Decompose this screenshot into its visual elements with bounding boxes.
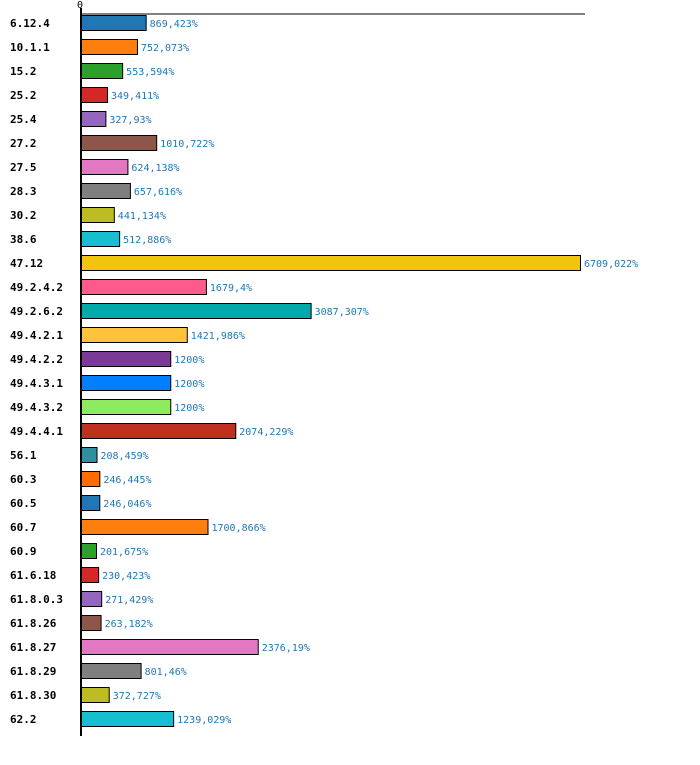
value-label: 208,459% <box>101 451 149 462</box>
category-label: 27.5 <box>10 161 37 174</box>
value-label: 657,616% <box>134 187 182 198</box>
bar <box>81 687 110 703</box>
value-label: 1421,986% <box>191 331 245 342</box>
bar <box>81 87 108 103</box>
category-label: 49.4.2.2 <box>10 353 63 366</box>
bar <box>81 447 98 463</box>
x-tick-label: 0 <box>77 0 83 11</box>
value-label: 6709,022% <box>584 259 638 270</box>
bar <box>81 567 100 583</box>
bar <box>81 375 172 391</box>
category-label: 60.3 <box>10 473 37 486</box>
value-label: 869,423% <box>150 19 198 30</box>
category-label: 38.6 <box>10 233 37 246</box>
value-label: 246,445% <box>103 475 151 486</box>
category-label: 61.6.18 <box>10 569 56 582</box>
value-label: 263,182% <box>105 619 153 630</box>
category-label: 60.9 <box>10 545 37 558</box>
category-label: 49.4.3.1 <box>10 377 63 390</box>
value-label: 441,134% <box>118 211 166 222</box>
value-label: 3087,307% <box>315 307 369 318</box>
bar <box>81 351 172 367</box>
category-label: 6.12.4 <box>10 17 50 30</box>
bar <box>81 327 188 343</box>
category-label: 61.8.29 <box>10 665 56 678</box>
value-label: 512,886% <box>123 235 171 246</box>
bar <box>81 231 121 247</box>
category-label: 61.8.27 <box>10 641 56 654</box>
value-label: 1679,4% <box>210 283 252 294</box>
bar <box>81 279 207 295</box>
category-label: 10.1.1 <box>10 41 50 54</box>
value-label: 1200% <box>174 403 204 414</box>
bar <box>81 303 312 319</box>
bar <box>81 15 147 31</box>
category-label: 25.4 <box>10 113 37 126</box>
category-label: 49.4.4.1 <box>10 425 63 438</box>
category-label: 15.2 <box>10 65 37 78</box>
category-label: 30.2 <box>10 209 37 222</box>
value-label: 2376,19% <box>262 643 310 654</box>
category-label: 47.12 <box>10 257 43 270</box>
value-label: 1200% <box>174 379 204 390</box>
value-label: 372,727% <box>113 691 161 702</box>
bar <box>81 63 124 79</box>
bar <box>81 543 98 559</box>
category-label: 61.8.30 <box>10 689 56 702</box>
category-label: 49.4.2.1 <box>10 329 63 342</box>
bar <box>81 159 129 175</box>
bar <box>81 471 101 487</box>
value-label: 201,675% <box>100 547 148 558</box>
category-label: 27.2 <box>10 137 37 150</box>
value-label: 1200% <box>174 355 204 366</box>
value-label: 230,423% <box>102 571 150 582</box>
value-label: 801,46% <box>145 667 187 678</box>
value-label: 246,046% <box>103 499 151 510</box>
bar <box>81 591 103 607</box>
bar <box>81 495 101 511</box>
value-label: 271,429% <box>105 595 153 606</box>
value-label: 327,93% <box>109 115 151 126</box>
bar <box>81 111 107 127</box>
bar <box>81 639 259 655</box>
bar <box>81 135 158 151</box>
value-label: 1700,866% <box>212 523 266 534</box>
bar <box>81 399 172 415</box>
category-label: 25.2 <box>10 89 37 102</box>
bar <box>81 255 581 271</box>
value-label: 752,073% <box>141 43 189 54</box>
bar <box>81 519 209 535</box>
category-label: 49.2.6.2 <box>10 305 63 318</box>
category-label: 49.2.4.2 <box>10 281 63 294</box>
category-label: 60.5 <box>10 497 37 510</box>
bar <box>81 207 115 223</box>
bar <box>81 423 237 439</box>
bar <box>81 183 131 199</box>
value-label: 1010,722% <box>160 139 214 150</box>
bar <box>81 663 142 679</box>
category-label: 56.1 <box>10 449 37 462</box>
value-label: 349,411% <box>111 91 159 102</box>
category-label: 61.8.0.3 <box>10 593 63 606</box>
category-label: 62.2 <box>10 713 37 726</box>
value-label: 624,138% <box>131 163 179 174</box>
category-label: 60.7 <box>10 521 37 534</box>
category-label: 28.3 <box>10 185 37 198</box>
value-label: 2074,229% <box>239 427 293 438</box>
bar <box>81 711 175 727</box>
value-label: 1239,029% <box>177 715 231 726</box>
bar <box>81 615 102 631</box>
category-label: 49.4.3.2 <box>10 401 63 414</box>
bar <box>81 39 138 55</box>
category-label: 61.8.26 <box>10 617 57 630</box>
value-label: 553,594% <box>126 67 174 78</box>
